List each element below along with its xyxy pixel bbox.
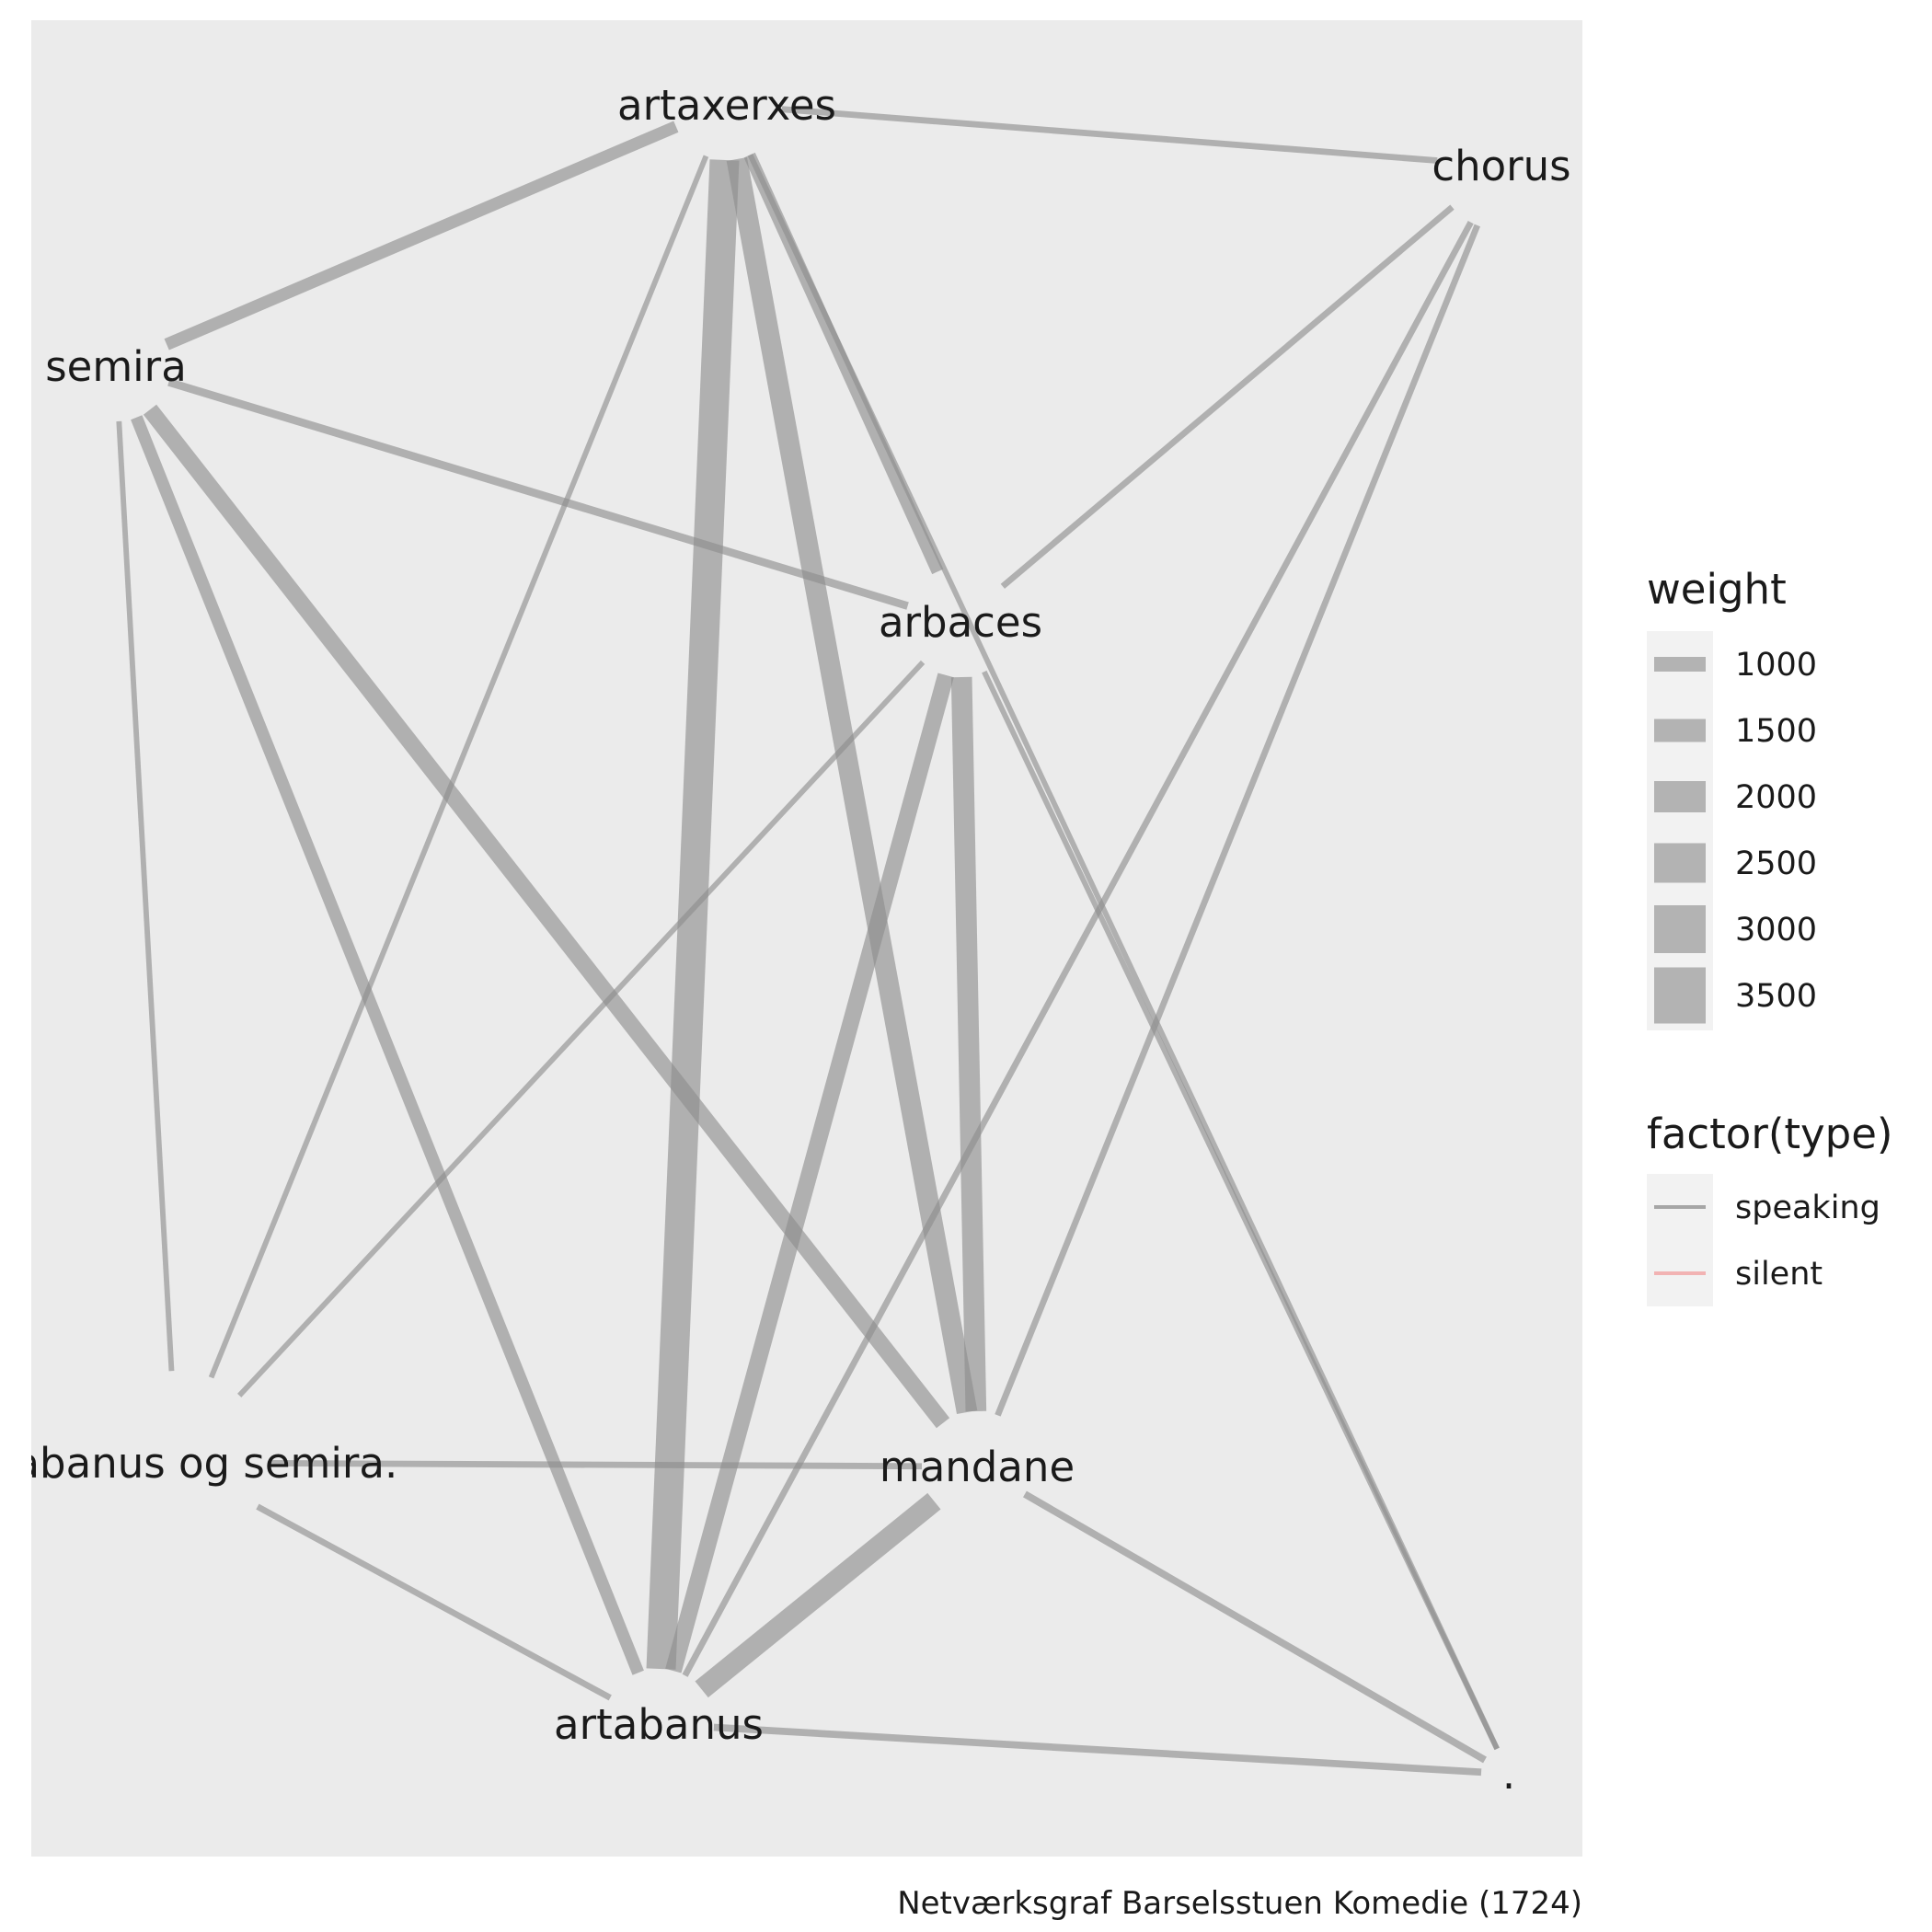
edge-mandane-dot (1023, 1490, 1487, 1764)
weight-legend-label: 3500 (1735, 978, 1817, 1015)
weight-legend-title: weight (1647, 565, 1787, 614)
edge-artaxerxes-chorus (781, 106, 1438, 164)
weight-legend-key-background (1647, 631, 1713, 1030)
type-legend-title: factor(type) (1647, 1110, 1892, 1158)
edge-semira-artabanus_og_semira (116, 420, 175, 1372)
edge-arbaces-dot (982, 670, 1500, 1751)
chart-caption: Netværksgraf Barselsstuen Komedie (1724) (897, 1885, 1582, 1922)
edge-mandane-artabanus (695, 1492, 941, 1698)
edges-layer (116, 106, 1500, 1777)
node-label-artabanus: artabanus (554, 1700, 764, 1749)
node-label-arbaces: arbaces (879, 598, 1042, 647)
node-label-semira: semira (45, 342, 187, 391)
edge-artabanus-chorus (682, 220, 1474, 1677)
edge-arbaces-artabanus_og_semira (237, 660, 926, 1397)
weight-legend-label: 2000 (1735, 779, 1817, 816)
edge-mandane-chorus (995, 224, 1480, 1417)
weight-legend-label: 2500 (1735, 845, 1817, 882)
edge-artabanus-artabanus_og_semira (256, 1503, 612, 1701)
weight-legend: weight 1000 1500 2000 2500 3000 3500 (1647, 565, 1817, 1030)
type-legend-label-speaking: speaking (1735, 1190, 1880, 1226)
node-label-mandane: mandane (880, 1443, 1075, 1491)
edge-artaxerxes-semira (164, 121, 679, 351)
edge-arbaces-chorus (1000, 204, 1455, 589)
edge-arbaces-mandane (950, 676, 987, 1412)
edge-artaxerxes-artabanus (646, 159, 740, 1670)
edge-artabanus-dot (713, 1723, 1482, 1777)
node-label-artabanus_og_semira: artabanus og semira. (0, 1439, 397, 1488)
weight-legend-label: 1500 (1735, 713, 1817, 750)
edge-arbaces-semira (167, 378, 909, 610)
weight-legend-label: 1000 (1735, 647, 1817, 684)
node-labels-layer: artaxerxes chorus semira arbaces artabanus o… (0, 81, 1571, 1799)
edge-artaxerxes-mandane (726, 156, 978, 1415)
weight-legend-label: 3000 (1735, 912, 1817, 949)
edge-artaxerxes-artabanus_og_semira (208, 155, 709, 1379)
edge-arbaces-artabanus (665, 673, 954, 1673)
node-label-chorus: chorus (1432, 142, 1570, 190)
edge-mandane-artabanus_og_semira (268, 1460, 923, 1470)
node-label-artaxerxes: artaxerxes (617, 81, 836, 130)
node-label-dot: . (1502, 1750, 1515, 1799)
edge-semira-mandane (143, 404, 950, 1429)
type-legend-label-silent: silent (1735, 1256, 1823, 1293)
type-legend-key-background (1647, 1174, 1713, 1306)
plot-panel (31, 20, 1582, 1857)
type-legend: factor(type) speaking silent (1647, 1110, 1892, 1306)
